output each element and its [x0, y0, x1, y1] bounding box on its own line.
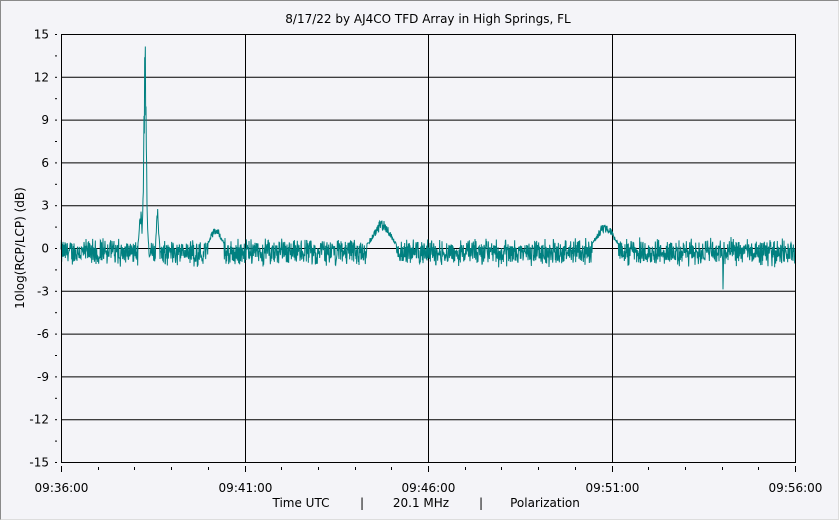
polarization-series-line	[60, 46, 796, 290]
x-tick-label: 09:36:00	[35, 481, 89, 495]
x-axis-label: Time UTC | 20.1 MHz | Polarization	[272, 496, 580, 510]
x-tick-label: 09:51:00	[586, 481, 640, 495]
y-tick-label: -12	[29, 413, 49, 427]
y-tick-label: 15	[34, 28, 49, 42]
trace-group	[60, 46, 796, 290]
x-label-part: Time UTC	[272, 496, 330, 510]
y-tick-label: -6	[37, 327, 49, 341]
x-tick-label: 09:56:00	[769, 481, 823, 495]
y-tick-label: 6	[41, 156, 49, 170]
y-axis-label: 10log(RCP/LCP) (dB)	[13, 187, 27, 309]
x-label-part: 20.1 MHz	[393, 496, 449, 510]
y-tick-label: -15	[29, 456, 49, 470]
y-tick-label: 12	[34, 70, 49, 84]
y-tick-label: 3	[41, 199, 49, 213]
y-tick-label: -9	[37, 370, 49, 384]
axes: 15 12 9 6 3 0 -3 -6 -9 -12 -15 09:36:00 09:41:00 09:4…	[29, 28, 822, 496]
x-tick-label: 09:41:00	[219, 481, 273, 495]
y-tick-label: -3	[37, 284, 49, 298]
x-tick-label: 09:46:00	[402, 481, 456, 495]
chart-title: 8/17/22 by AJ4CO TFD Array in High Sprin…	[285, 12, 571, 26]
plot-border	[61, 34, 796, 463]
y-tick-label: 9	[41, 113, 49, 127]
separator: |	[479, 496, 483, 510]
separator: |	[360, 496, 364, 510]
x-label-part: Polarization	[510, 496, 580, 510]
y-tick-label: 0	[41, 242, 49, 256]
